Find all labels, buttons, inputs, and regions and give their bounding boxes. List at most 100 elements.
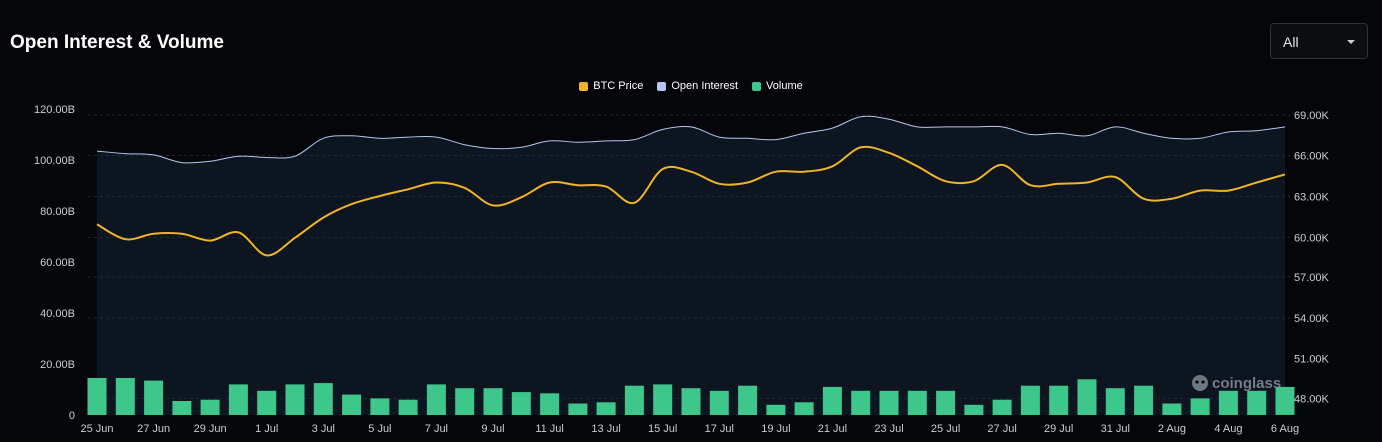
volume-bar [257,390,277,415]
volume-bar [964,404,984,415]
volume-bar [568,403,588,415]
volume-bar [455,388,475,415]
volume-bar [511,392,531,415]
volume-bar [426,384,446,415]
volume-bar [144,380,164,415]
volume-bar [1134,385,1154,415]
x-tick-label: 31 Jul [1101,423,1130,435]
volume-bar [1190,398,1210,415]
volume-bar [1162,403,1182,415]
volume-bar [653,384,673,415]
y-right-tick-label: 60.00K [1294,233,1330,245]
x-tick-label: 29 Jun [194,423,227,435]
volume-bar [398,399,418,415]
volume-bar [766,404,786,415]
x-tick-label: 1 Jul [255,423,278,435]
volume-bar [172,401,192,415]
chart-legend: BTC Price Open Interest Volume [0,80,1382,92]
volume-bar [738,385,758,415]
volume-bar [907,390,927,415]
x-tick-label: 2 Aug [1158,423,1186,435]
x-tick-label: 15 Jul [648,423,677,435]
y-left-tick-label: 0 [69,410,75,422]
x-tick-label: 17 Jul [705,423,734,435]
y-right-tick-label: 63.00K [1294,192,1330,204]
legend-label-open-interest: Open Interest [671,80,739,92]
y-left-tick-label: 60.00B [40,257,75,269]
open-interest-area [97,116,1285,415]
volume-bar [879,390,899,415]
legend-item-open-interest[interactable]: Open Interest [657,80,738,92]
open-interest-line [96,115,1286,164]
y-right-tick-label: 48.00K [1294,394,1330,406]
coinglass-watermark: coinglass [1212,375,1281,392]
legend-label-btc-price: BTC Price [593,80,644,92]
y-left-tick-label: 20.00B [40,359,75,371]
volume-bar [540,393,560,415]
y-left-tick-label: 40.00B [40,308,75,320]
volume-bar [1247,390,1267,415]
coinglass-logo-eye-icon [1195,380,1199,384]
x-tick-label: 13 Jul [591,423,620,435]
x-tick-label: 23 Jul [874,423,903,435]
volume-bar [228,384,248,415]
volume-bar [681,388,701,415]
volume-bar [1077,379,1097,415]
volume-bar [851,390,871,415]
volume-bar [624,385,644,415]
y-left-tick-label: 120.00B [34,104,75,116]
volume-bar [1218,390,1238,415]
y-right-tick-label: 66.00K [1294,151,1330,163]
y-left-tick-label: 100.00B [34,155,75,167]
volume-bar [87,378,107,415]
y-right-tick-label: 51.00K [1294,354,1330,366]
coinglass-logo-eye-icon [1201,380,1205,384]
volume-bar [1049,385,1069,415]
volume-bar [115,378,135,415]
volume-bar [370,398,390,415]
x-tick-label: 9 Jul [481,423,504,435]
x-tick-label: 27 Jul [987,423,1016,435]
volume-bar [342,394,362,415]
x-tick-label: 27 Jun [137,423,170,435]
legend-swatch-open-interest [657,81,667,91]
page-title: Open Interest & Volume [10,32,224,53]
volume-bar [483,388,503,415]
x-tick-label: 3 Jul [312,423,335,435]
x-tick-label: 21 Jul [818,423,847,435]
y-right-tick-label: 69.00K [1294,110,1330,122]
volume-bar [822,386,842,415]
volume-bar [200,399,220,415]
volume-bar [313,383,333,415]
volume-bar [596,402,616,416]
x-tick-label: 5 Jul [368,423,391,435]
legend-item-btc-price[interactable]: BTC Price [579,80,643,92]
x-tick-label: 29 Jul [1044,423,1073,435]
y-left-tick-label: 80.00B [40,206,75,218]
volume-bar [794,402,814,416]
x-tick-label: 7 Jul [425,423,448,435]
x-tick-label: 19 Jul [761,423,790,435]
x-tick-label: 6 Aug [1271,423,1299,435]
volume-bar [1275,386,1295,415]
volume-bar [1105,388,1125,415]
volume-bar [285,384,305,415]
volume-bar [709,390,729,415]
volume-bar [936,390,956,415]
volume-bar [992,399,1012,415]
y-right-tick-label: 57.00K [1294,272,1330,284]
legend-item-volume[interactable]: Volume [752,80,803,92]
legend-label-volume: Volume [766,80,803,92]
x-tick-label: 11 Jul [535,423,564,435]
y-right-tick-label: 54.00K [1294,313,1330,325]
legend-swatch-btc-price [579,81,589,91]
legend-swatch-volume [752,81,762,91]
chevron-down-icon [1347,40,1355,44]
volume-bar [1020,385,1040,415]
time-range-select[interactable]: All [1270,23,1368,59]
btc-price-line [96,145,1286,257]
coinglass-logo-icon [1192,375,1208,391]
x-tick-label: 25 Jul [931,423,960,435]
x-tick-label: 4 Aug [1214,423,1242,435]
